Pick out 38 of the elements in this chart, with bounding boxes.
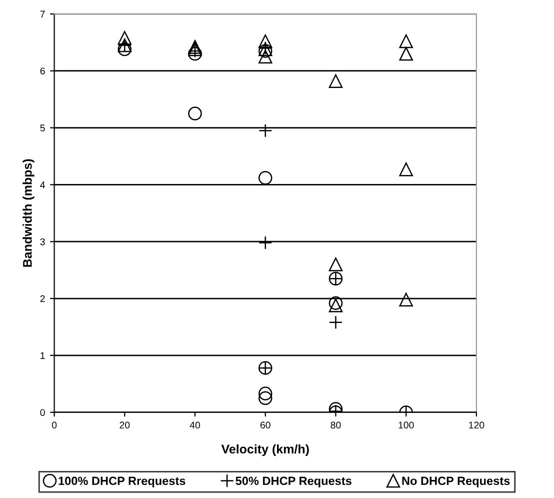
- y-tick-label: 0: [40, 409, 45, 416]
- legend-label: 50% DHCP Requests: [236, 476, 352, 488]
- y-tick-label: 7: [40, 10, 45, 18]
- y-tick-label: 4: [40, 182, 45, 188]
- point: [399, 34, 413, 48]
- y-tick-label: 5: [40, 124, 45, 132]
- point: [258, 34, 272, 48]
- point: [118, 42, 132, 56]
- y-tick-label: 3: [40, 238, 45, 246]
- point: [328, 74, 343, 88]
- point: [188, 40, 202, 54]
- x-tick-label: 40: [190, 422, 200, 429]
- point: [399, 292, 413, 307]
- legend-label: No DHCP Requests: [402, 476, 510, 488]
- point: [188, 46, 202, 61]
- point: [258, 50, 272, 64]
- point: [258, 386, 272, 400]
- x-axis-title: Velocity (km/h): [221, 444, 309, 456]
- y-tick-label: 1: [40, 352, 45, 359]
- x-tick-label: 120: [469, 422, 484, 429]
- point: [399, 46, 413, 61]
- legend-label: 100% DHCP Rrequests: [58, 476, 186, 488]
- x-tick-label: 0: [52, 422, 57, 429]
- point: [258, 170, 272, 185]
- point: [118, 30, 132, 45]
- x-tick-label: 80: [330, 422, 341, 429]
- point: [328, 257, 343, 272]
- x-tick-label: 100: [398, 422, 414, 429]
- point: [399, 162, 413, 176]
- point: [328, 298, 343, 312]
- x-tick-label: 60: [260, 422, 270, 429]
- y-axis-title: Bandwidth (mbps): [22, 159, 34, 267]
- point: [188, 106, 202, 120]
- y-tick-label: 6: [40, 68, 45, 74]
- x-tick-label: 20: [120, 422, 130, 429]
- point: [258, 391, 272, 405]
- y-tick-label: 2: [40, 295, 45, 302]
- point: [328, 296, 343, 310]
